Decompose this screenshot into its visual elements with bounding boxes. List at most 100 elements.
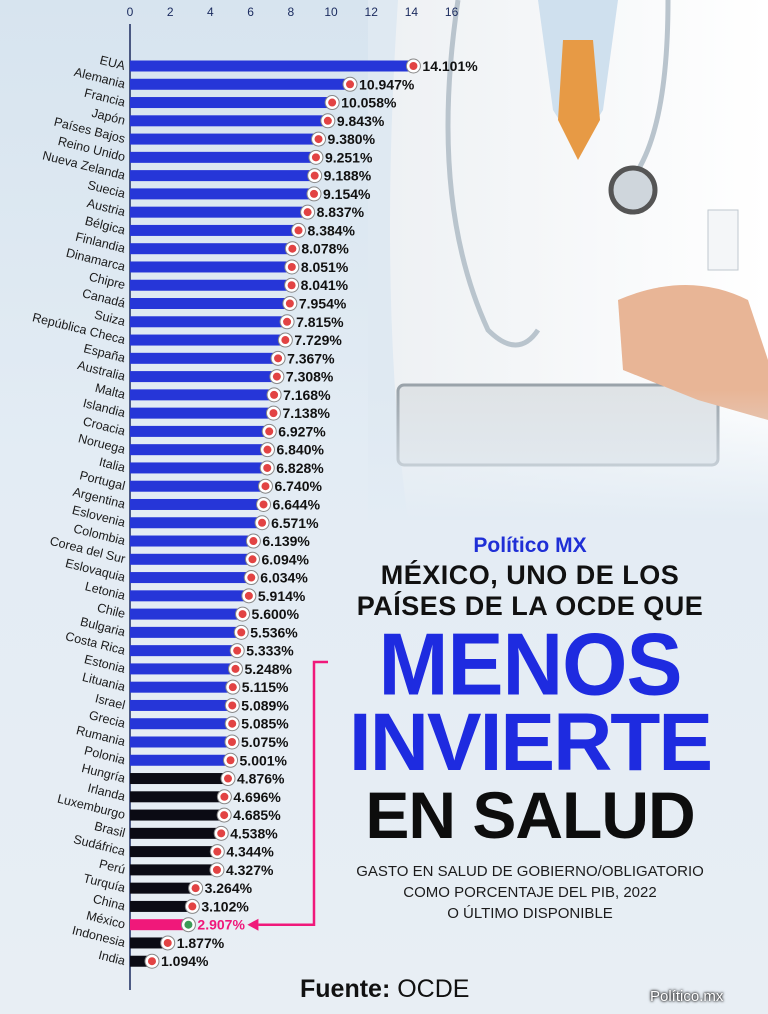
flag-marker-dot	[147, 957, 156, 966]
flag-marker-dot	[311, 153, 320, 162]
flag-marker-dot	[287, 262, 296, 271]
flag-marker-dot	[265, 427, 274, 436]
bar	[130, 955, 152, 967]
bar	[130, 97, 333, 109]
flag-marker-dot	[237, 628, 246, 637]
value-label: 5.115%	[242, 679, 289, 695]
flag-marker-dot	[409, 62, 418, 70]
bar	[130, 645, 238, 657]
bar	[130, 663, 236, 675]
bar	[130, 681, 233, 693]
value-label: 6.840%	[276, 442, 324, 458]
flag-marker-dot	[212, 865, 221, 874]
category-label: Perú	[98, 857, 127, 877]
bar	[130, 535, 254, 547]
flag-marker-dot	[323, 116, 332, 125]
bar	[130, 736, 233, 748]
value-label: 7.815%	[296, 314, 344, 330]
value-label: 4.538%	[230, 825, 278, 841]
subtitle-line-3: O ÚLTIMO DISPONIBLE	[447, 905, 613, 922]
value-label: 4.685%	[233, 807, 281, 823]
headline-line-4: INVIERTE	[348, 697, 713, 788]
x-tick-label: 14	[405, 5, 419, 19]
flag-marker-dot	[259, 500, 268, 509]
bar	[130, 206, 308, 218]
flag-marker-dot	[224, 774, 233, 783]
bar	[130, 937, 168, 949]
highlight-arrowhead	[247, 918, 259, 931]
source-label: Fuente:	[300, 975, 391, 1003]
value-label: 3.264%	[205, 880, 253, 896]
value-label: 9.251%	[325, 149, 373, 165]
value-label: 10.947%	[359, 76, 415, 92]
bar	[130, 608, 243, 620]
value-label: 10.058%	[341, 95, 397, 111]
bar	[130, 846, 218, 858]
flag-marker-dot	[244, 591, 253, 600]
flag-marker-dot	[213, 847, 222, 856]
value-label: 4.344%	[226, 844, 274, 860]
flag-marker-dot	[231, 664, 240, 673]
value-label: 8.078%	[301, 241, 349, 257]
flag-marker-dot	[238, 610, 247, 619]
value-label: 5.085%	[241, 716, 289, 732]
bar	[130, 444, 268, 456]
bar	[130, 279, 292, 291]
bar	[130, 188, 314, 200]
bar	[130, 316, 288, 328]
flag-marker-dot	[269, 409, 278, 418]
x-tick-label: 2	[167, 5, 174, 19]
x-tick-label: 4	[207, 5, 214, 19]
flag-marker-dot	[288, 244, 297, 253]
flag-marker-dot	[287, 281, 296, 290]
flag-marker-dot	[346, 80, 355, 89]
bar	[130, 224, 299, 236]
bar	[130, 462, 268, 474]
headline-line-3: MENOS	[378, 614, 682, 714]
bar	[130, 389, 275, 401]
bar	[130, 298, 290, 310]
value-label: 6.740%	[274, 478, 322, 494]
x-tick-label: 12	[365, 5, 379, 19]
bar	[130, 371, 277, 383]
value-label: 9.188%	[324, 168, 372, 184]
bar	[130, 334, 286, 346]
x-tick-label: 16	[445, 5, 459, 19]
value-label: 8.041%	[301, 277, 349, 293]
value-label: 2.907%	[197, 917, 245, 933]
flag-marker-dot	[191, 884, 200, 893]
bar	[130, 699, 233, 711]
flag-marker-dot	[274, 354, 283, 363]
subtitle-line-1: GASTO EN SALUD DE GOBIERNO/OBLIGATORIO	[356, 863, 704, 880]
bar	[130, 115, 328, 127]
flag-marker-dot	[220, 811, 229, 820]
bar	[130, 590, 249, 602]
bar	[130, 791, 225, 803]
x-tick-label: 8	[287, 5, 294, 19]
value-label: 6.139%	[262, 533, 310, 549]
highlight-connector	[258, 660, 328, 926]
value-label: 14.101%	[422, 58, 478, 74]
flag-marker-dot	[263, 463, 272, 472]
doctor-photo	[368, 0, 768, 520]
flag-marker-dot	[228, 719, 237, 728]
flag-marker-dot	[228, 701, 237, 710]
value-label: 1.094%	[161, 953, 209, 969]
value-label: 6.927%	[278, 423, 326, 439]
bar	[130, 480, 266, 492]
bar	[130, 352, 279, 364]
value-label: 7.729%	[294, 332, 342, 348]
value-label: 6.571%	[271, 515, 319, 531]
x-tick-label: 10	[324, 5, 338, 19]
value-label: 8.384%	[308, 222, 356, 238]
source-value: OCDE	[397, 975, 470, 1003]
bar	[130, 243, 293, 255]
flag-marker-dot	[309, 189, 318, 198]
value-label: 5.333%	[246, 643, 294, 659]
bar	[130, 170, 315, 182]
bar	[130, 718, 233, 730]
bar	[130, 151, 316, 163]
flag-marker-dot	[310, 171, 319, 180]
value-label: 9.380%	[328, 131, 376, 147]
